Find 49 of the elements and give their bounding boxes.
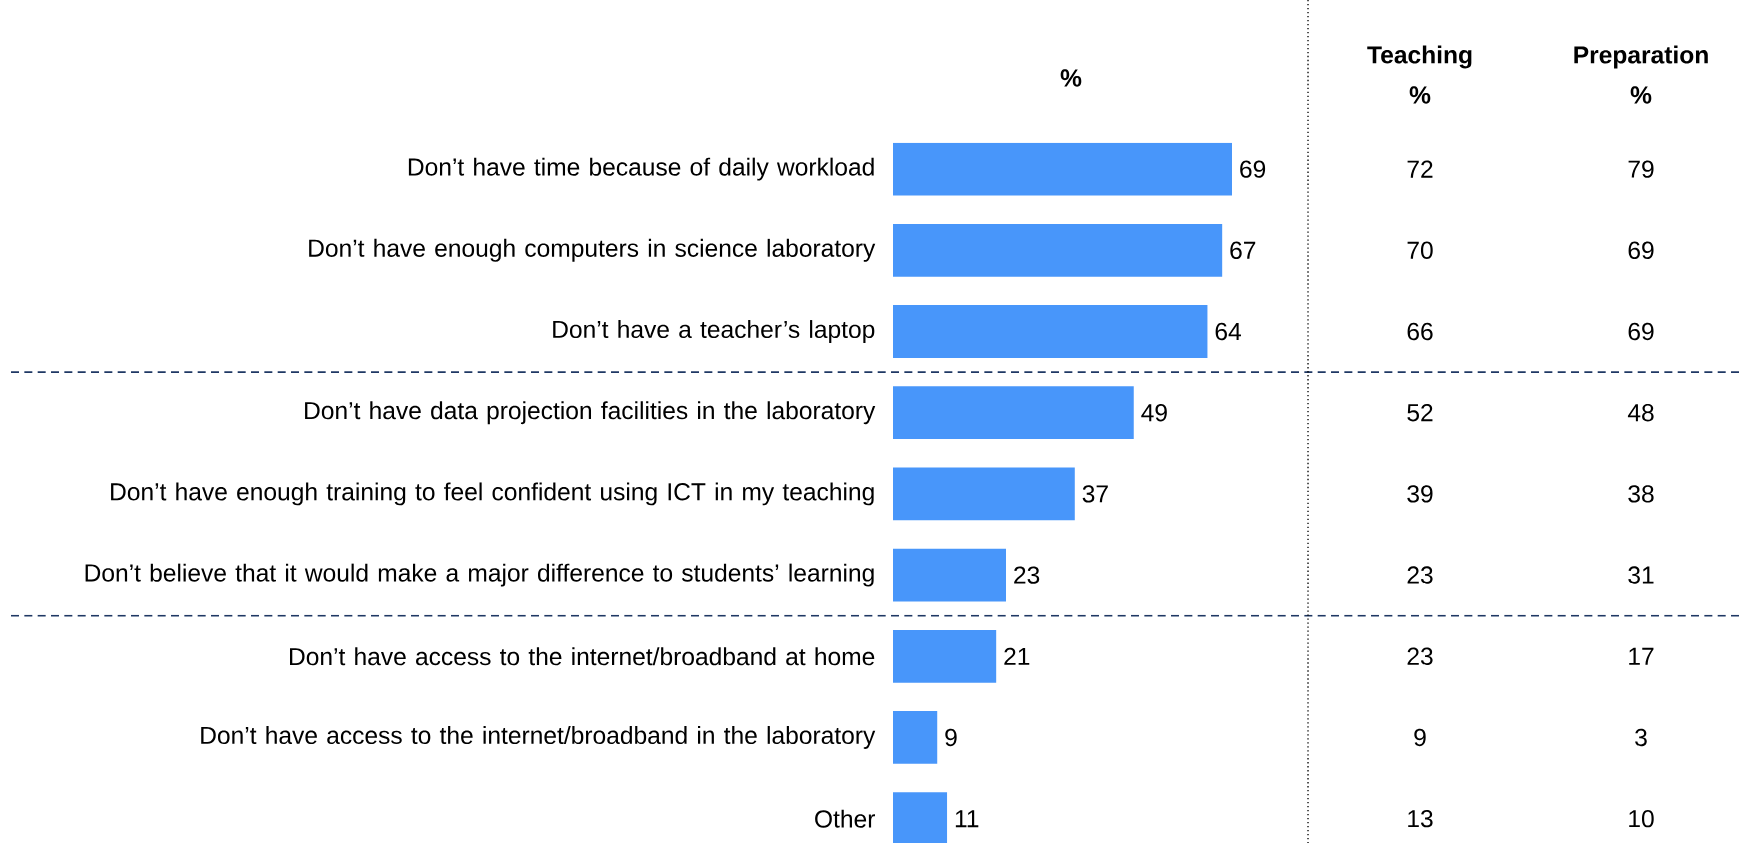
bar (893, 386, 1134, 440)
text: 66 (1407, 322, 1433, 341)
y-tick-label: Don’t have enough computers in science laboratory (309, 238, 876, 262)
text: % (1409, 86, 1431, 104)
y-tick-label: Don’t have access to the internet/broadband at home (290, 647, 875, 666)
text: 72 (1407, 160, 1433, 178)
y-tick-label: Don’t have a teacher’s laptop (553, 320, 875, 343)
bar (893, 223, 1223, 277)
y-tick-label: Don’t have access to the internet/broadband in the laboratory (201, 726, 876, 749)
text: 10 (1629, 809, 1654, 828)
text: 23 (1407, 647, 1433, 665)
text: 23 (1407, 566, 1433, 584)
data-label: 69 (1240, 160, 1266, 178)
text: 69 (1628, 241, 1654, 260)
y-tick-label: Don’t believe that it would make a major difference to students’ learning (85, 563, 874, 587)
chart-title: % (1060, 69, 1082, 87)
bar (893, 467, 1075, 521)
text: 70 (1407, 241, 1433, 260)
data-label: 11 (955, 810, 979, 828)
text: % (1630, 86, 1652, 104)
data-label: 67 (1230, 241, 1256, 260)
y-tick-label: Don’t have data projection facilities in the laboratory (305, 401, 876, 425)
text: 48 (1627, 403, 1654, 422)
text: 17 (1629, 647, 1654, 665)
data-label: 64 (1215, 322, 1241, 341)
text: 3 (1635, 728, 1647, 747)
text: 13 (1408, 809, 1433, 828)
text: 31 (1628, 566, 1654, 584)
text: 79 (1628, 160, 1654, 178)
text: 52 (1407, 403, 1433, 422)
bar (893, 305, 1208, 358)
data-label: 49 (1141, 404, 1167, 422)
text: Preparation (1574, 45, 1708, 69)
text: 38 (1628, 485, 1654, 503)
text: 9 (1414, 728, 1426, 747)
y-tick-label: Don’t have time because of daily workload (408, 157, 874, 181)
bar (893, 711, 938, 764)
data-label: 37 (1082, 485, 1108, 503)
y-tick-label: Don’t have enough training to feel confident using ICT in my teaching (111, 482, 874, 506)
data-label: 9 (945, 728, 957, 747)
bar (893, 629, 997, 683)
text: 69 (1628, 322, 1654, 341)
text: 39 (1407, 485, 1433, 503)
bar (893, 142, 1233, 196)
bar (893, 548, 1007, 602)
data-label: 21 (1004, 647, 1030, 665)
y-tick-label: Other (815, 809, 875, 828)
text: Teaching (1367, 45, 1472, 69)
data-label: 23 (1014, 566, 1040, 584)
